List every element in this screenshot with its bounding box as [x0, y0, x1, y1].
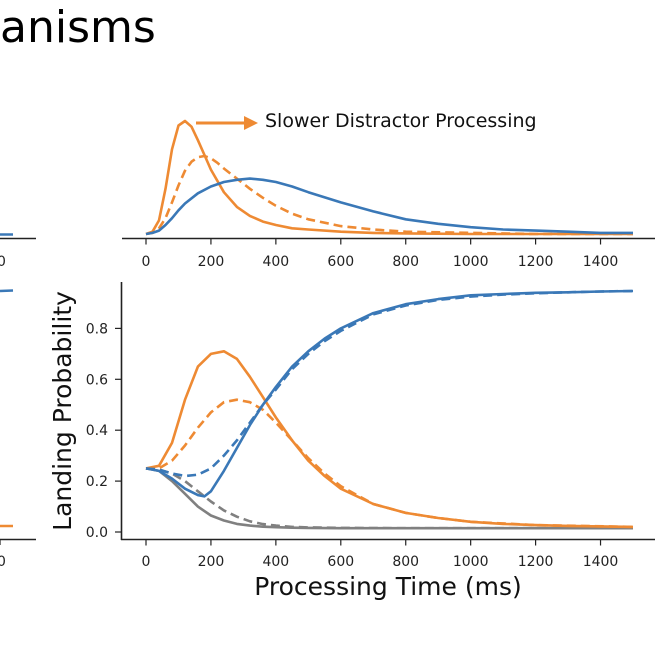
bottom-series-line-blue-solid [145, 289, 634, 498]
y-tick-label: 0.8 [86, 321, 108, 337]
left-cropped-panels: 0 0 [0, 233, 36, 570]
x-tick-label: 0 [142, 254, 151, 270]
y-tick-label: 0.6 [86, 372, 108, 388]
x-axis-title: Processing Time (ms) [254, 572, 521, 601]
top-distribution-panel: 0 200 400 600 800 1000 1200 1400 Slower Distrac… [122, 110, 655, 270]
y-tick-label: 0.4 [86, 423, 108, 439]
bottom-series-line-gray-dashed [145, 467, 633, 530]
top-series-line-orange-dashed [145, 154, 633, 236]
x-tick-label: 200 [198, 554, 225, 570]
x-tick-label: 800 [392, 554, 419, 570]
bottom-series-line-orange-solid [145, 350, 634, 529]
top-series-line-blue-solid [145, 177, 633, 236]
x-tick-label: 600 [327, 554, 354, 570]
top-x-ticks: 0 200 400 600 800 1000 1200 1400 [142, 238, 619, 270]
annotation-arrow [196, 116, 258, 130]
x-tick-label: 0 [142, 554, 151, 570]
bottom-series-line-blue-dashed [145, 289, 634, 478]
top-series-line-orange-solid [145, 119, 633, 236]
x-tick-label: 1000 [453, 254, 489, 270]
left-top-tick-label: 0 [0, 254, 6, 270]
y-axis-title: Landing Probability [48, 291, 77, 531]
y-tick-label: 0.0 [86, 525, 108, 541]
bottom-y-ticks: 0.0 0.2 0.4 0.6 0.8 [86, 321, 122, 541]
annotation-label: Slower Distractor Processing [265, 110, 537, 132]
slide-title: anisms [0, 2, 156, 53]
x-tick-label: 1400 [583, 554, 619, 570]
x-tick-label: 1000 [453, 554, 489, 570]
x-tick-label: 400 [262, 254, 289, 270]
top-series-group [145, 119, 633, 236]
x-tick-label: 1200 [518, 554, 554, 570]
x-tick-label: 600 [327, 254, 354, 270]
landing-probability-panel: 0 200 400 600 800 1000 1200 1400 0.00.20.40.60.… [48, 282, 655, 601]
bottom-x-ticks: 0 200 400 600 800 1000 1200 1400 [142, 539, 619, 570]
x-tick-label: 800 [392, 254, 419, 270]
bottom-series-group [145, 289, 634, 530]
x-tick-label: 1400 [583, 254, 619, 270]
x-tick-label: 200 [198, 254, 225, 270]
left-bottom-blue-fragment [0, 289, 14, 293]
x-tick-label: 1200 [518, 254, 554, 270]
y-tick-label: 0.2 [86, 474, 108, 490]
x-tick-label: 400 [262, 554, 289, 570]
left-bottom-tick-label: 0 [0, 554, 6, 570]
bottom-series-line-orange-dashed [146, 398, 634, 529]
